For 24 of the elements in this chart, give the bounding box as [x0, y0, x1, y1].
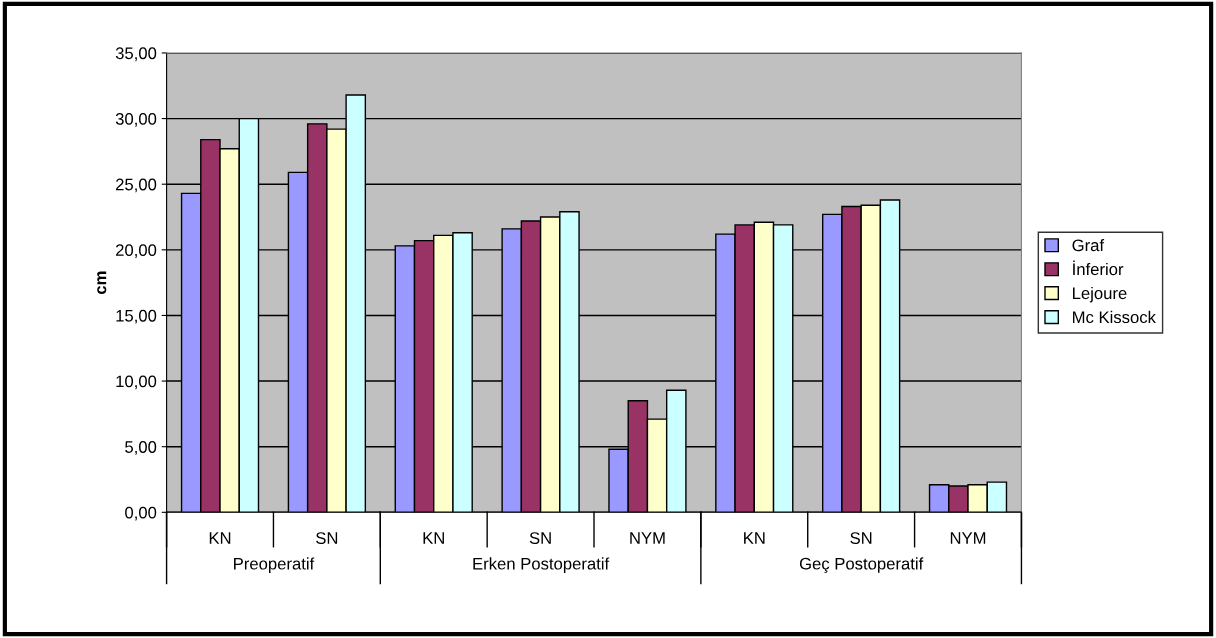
y-tick-label: 15,00 — [116, 309, 157, 324]
y-tick-label: 0,00 — [125, 506, 157, 521]
x-tick-label: KN — [744, 532, 765, 544]
x-tick-label: SN — [316, 532, 338, 544]
x-tick-label: NYM — [630, 532, 665, 544]
y-tick-label: 5,00 — [125, 441, 157, 455]
text: Geç Postoperatif — [799, 557, 924, 573]
legend-label: Graf — [1072, 238, 1105, 252]
legend-label: İnferior — [1073, 260, 1124, 276]
y-tick-label: 20,00 — [116, 244, 157, 258]
y-axis-title: cm — [97, 271, 107, 295]
x-tick-label: SN — [529, 532, 551, 544]
x-tick-label: KN — [423, 532, 444, 544]
x-tick-label: SN — [850, 532, 872, 544]
legend-label: Mc Kissock — [1073, 310, 1156, 324]
legend-label: Lejoure — [1073, 286, 1127, 303]
text: Preoperatif — [234, 557, 315, 573]
x-tick-label: KN — [209, 532, 231, 544]
y-tick-label: 30,00 — [115, 112, 157, 127]
text: Erken Postoperatif — [473, 557, 610, 573]
y-tick-label: 25,00 — [116, 178, 157, 193]
y-tick-label: 10,00 — [116, 375, 157, 390]
x-tick-label: NYM — [950, 532, 986, 544]
y-tick-label: 35,00 — [115, 47, 157, 62]
